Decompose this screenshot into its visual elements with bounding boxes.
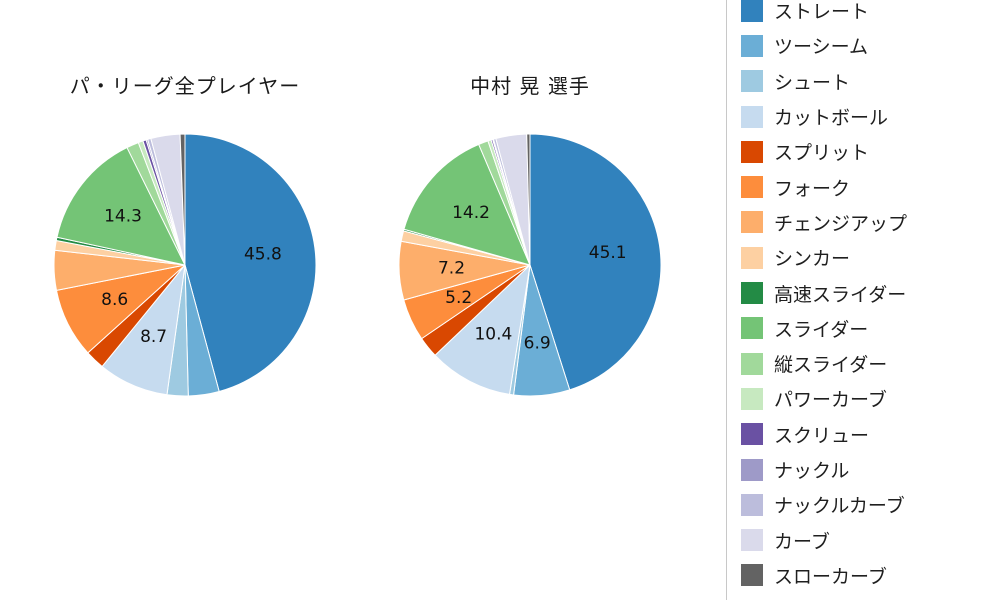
legend-item: パワーカーブ (741, 381, 1000, 416)
pie-chart-league: 45.8 8.7 8.6 14.3 (53, 133, 317, 397)
legend-label: 高速スライダー (774, 283, 907, 306)
legend-label: シンカー (774, 248, 851, 271)
legend-color-swatch (741, 0, 763, 22)
legend-label: パワーカーブ (774, 389, 887, 412)
pie-slice (56, 147, 186, 266)
legend-item: 高速スライダー (741, 275, 1000, 310)
pie-value-label: 6.9 (524, 333, 551, 353)
legend-panel: ストレートツーシームシュートカットボール スプリットフォークチェンジアップ シンカー… (726, 0, 1000, 600)
legend-item: ツーシーム (741, 28, 1000, 63)
pie-slice (529, 133, 662, 391)
legend-label: ナックルカーブ (774, 495, 905, 518)
legend-item: ナックル (741, 452, 1000, 487)
pie-slice (179, 133, 186, 266)
legend-label: スクリュー (774, 424, 870, 447)
legend-label: ツーシーム (774, 36, 869, 59)
legend-label: ストレート (774, 1, 870, 24)
legend-label: スローカーブ (774, 565, 887, 588)
legend-color-swatch (741, 282, 763, 305)
pie-chart-player: 45.1 6.9 10.45.2 7.2 14.2 (398, 133, 662, 397)
legend-item: チェンジアップ (741, 205, 1000, 240)
legend-color-swatch (741, 423, 763, 446)
legend-label: カーブ (774, 530, 830, 553)
legend-color-swatch (741, 140, 763, 163)
legend-color-swatch (741, 493, 763, 516)
legend-item: カーブ (741, 522, 1000, 557)
legend-color-swatch (741, 211, 763, 234)
legend-item: スライダー (741, 311, 1000, 346)
legend-label: シュート (774, 71, 851, 94)
legend-label: スプリット (774, 142, 870, 165)
legend-label: チェンジアップ (774, 212, 908, 235)
legend-list: ストレートツーシームシュートカットボール スプリットフォークチェンジアップ シンカー… (741, 0, 1000, 593)
pie-value-label: 45.1 (589, 243, 627, 263)
pie-slice (434, 264, 531, 395)
pie-value-label: 8.7 (140, 327, 167, 347)
legend-item: スクリュー (741, 417, 1000, 452)
legend-item: スプリット (741, 134, 1000, 169)
legend-item: 縦スライダー (741, 346, 1000, 381)
legend-label: フォーク (774, 177, 851, 200)
legend-item: ナックルカーブ (741, 487, 1000, 522)
pie-slice (403, 143, 531, 266)
legend-color-swatch (741, 246, 763, 269)
legend-item: シンカー (741, 240, 1000, 275)
pie-value-label: 10.4 (474, 325, 512, 345)
legend-color-swatch (741, 529, 763, 552)
pie-slice (526, 133, 531, 266)
legend-color-swatch (741, 352, 763, 375)
legend-item: フォーク (741, 169, 1000, 204)
legend-color-swatch (741, 458, 763, 481)
legend-label: 縦スライダー (774, 354, 888, 377)
pie-slice (184, 133, 317, 392)
legend-color-swatch (741, 387, 763, 410)
chart-title-player: 中村 晃 選手 (470, 74, 590, 98)
legend-item: スローカーブ (741, 558, 1000, 593)
legend-color-swatch (741, 105, 763, 128)
pie-value-label: 14.2 (452, 203, 490, 223)
legend-color-swatch (741, 34, 763, 57)
legend-color-swatch (741, 564, 763, 587)
legend-label: カットボール (774, 107, 889, 130)
legend-color-swatch (741, 176, 763, 199)
pie-value-label: 7.2 (438, 259, 465, 279)
pie-value-label: 5.2 (445, 288, 472, 308)
legend-color-swatch (741, 317, 763, 340)
legend-item: カットボール (741, 99, 1000, 134)
chart-title-league: パ・リーグ全プレイヤー (69, 74, 301, 98)
legend-label: ナックル (774, 460, 850, 482)
pie-value-label: 14.3 (104, 207, 142, 227)
legend-item: ストレート (741, 0, 1000, 28)
pie-value-label: 45.8 (244, 245, 282, 265)
legend-label: スライダー (774, 318, 869, 341)
pie-value-label: 8.6 (101, 290, 128, 310)
legend-color-swatch (741, 70, 763, 93)
legend-item: シュート (741, 64, 1000, 99)
